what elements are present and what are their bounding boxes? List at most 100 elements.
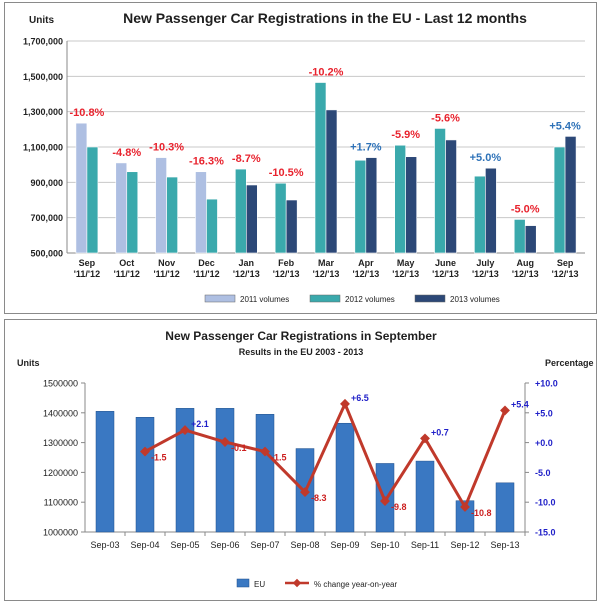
y-tick-label: 1,500,000	[23, 72, 63, 82]
bar-s2013	[445, 139, 457, 254]
legend-swatch-s2011	[204, 294, 236, 303]
x-tick-month: Sep	[557, 258, 574, 268]
pct-change-label: +5.0%	[470, 152, 502, 164]
pct-change-label: -10.3%	[149, 142, 184, 154]
x-tick-label: Sep-04	[130, 540, 159, 550]
eu-bar	[335, 422, 355, 533]
bar-s2012	[235, 168, 247, 254]
y-tick-label: 1400000	[43, 408, 78, 418]
x-tick-label: Sep-08	[290, 540, 319, 550]
x-tick-label: Sep-12	[450, 540, 479, 550]
eu-bar	[215, 408, 235, 533]
eu-bar	[455, 500, 475, 533]
x-tick-label: Sep-09	[330, 540, 359, 550]
eu-bar	[135, 417, 155, 533]
pct-change-data-label: +5.4	[511, 399, 529, 409]
x-tick-label: Sep-10	[370, 540, 399, 550]
x-tick-period: '12/'13	[472, 269, 499, 279]
y-tick-label: 1000000	[43, 528, 78, 538]
pct-change-label: -5.0%	[511, 203, 540, 215]
x-tick-label: Sep-11	[411, 540, 439, 550]
bar-s2012	[434, 128, 446, 254]
bar-s2012	[474, 175, 486, 254]
y-tick-label: 1,100,000	[23, 143, 63, 153]
legend-label: 2012 volumes	[345, 295, 395, 304]
pct-change-label: -8.7%	[232, 153, 261, 165]
x-tick-period: '12/'13	[512, 269, 539, 279]
pct-change-marker	[340, 398, 350, 409]
pct-change-label: -5.9%	[391, 129, 420, 141]
registrations-12-months-chart: New Passenger Car Registrations in the E…	[23, 10, 585, 304]
x-tick-period: '11/'12	[74, 269, 100, 279]
bar-s2012	[314, 82, 327, 254]
x-tick-month: June	[435, 258, 456, 268]
pct-change-label: -10.5%	[269, 167, 304, 179]
pct-change-label: -10.8%	[69, 107, 104, 119]
y2-tick-label: -5.0	[535, 468, 551, 478]
bar-s2011	[195, 171, 207, 254]
bar-s2013	[405, 156, 417, 254]
x-tick-period: '12/'13	[392, 269, 419, 279]
pct-change-data-label: -1.5	[271, 453, 287, 463]
x-tick-month: Sep	[79, 258, 96, 268]
bar-s2012	[274, 182, 287, 254]
chart2-y-axis-label: Units	[17, 358, 40, 368]
bar-s2013	[365, 157, 378, 254]
y-tick-label: 1200000	[43, 468, 78, 478]
pct-change-data-label: -8.3	[311, 493, 327, 503]
x-tick-month: Mar	[318, 258, 335, 268]
x-tick-month: Nov	[158, 258, 175, 268]
pct-change-label: -10.2%	[309, 67, 344, 79]
chart1-y-axis-label: Units	[29, 15, 54, 26]
legend-label: 2011 volumes	[240, 295, 289, 304]
bar-s2013	[485, 167, 497, 254]
x-tick-label: Sep-07	[250, 540, 279, 550]
bar-s2011	[75, 122, 88, 254]
legend-swatch-s2013	[414, 294, 446, 303]
bar-s2011	[115, 162, 128, 254]
x-tick-label: Sep-06	[210, 540, 239, 550]
y-tick-label: 1,700,000	[23, 37, 63, 47]
chart2-y2-axis-label: Percentage	[545, 358, 594, 368]
y2-tick-label: +5.0	[535, 408, 553, 418]
pct-change-data-label: -1.5	[151, 453, 167, 463]
pct-change-label: +1.7%	[350, 142, 382, 154]
y2-tick-label: -15.0	[535, 528, 556, 538]
x-tick-period: '12/'13	[273, 269, 300, 279]
pct-change-data-label: +2.1	[191, 419, 209, 429]
y-tick-label: 1,300,000	[23, 107, 63, 117]
x-tick-label: Sep-03	[90, 540, 119, 550]
y-tick-label: 1300000	[43, 438, 78, 448]
eu-bar	[255, 414, 275, 533]
pct-change-marker	[140, 446, 150, 457]
legend-label: EU	[254, 580, 265, 589]
pct-change-data-label: +0.7	[431, 427, 449, 437]
legend-label: 2013 volumes	[450, 295, 500, 304]
x-tick-month: July	[476, 258, 494, 268]
chart-panel-september: New Passenger Car Registrations in Septe…	[4, 319, 597, 601]
x-tick-month: Oct	[119, 258, 134, 268]
bar-s2013	[246, 184, 258, 254]
bar-s2012	[166, 176, 178, 254]
pct-change-data-label: -0.1	[231, 443, 247, 453]
x-tick-period: '11/'12	[114, 269, 140, 279]
chart-panel-last-12-months: New Passenger Car Registrations in the E…	[4, 2, 597, 314]
bar-s2012	[394, 144, 406, 254]
x-tick-label: Sep-05	[170, 540, 199, 550]
pct-change-line	[144, 402, 507, 509]
y-tick-label: 1100000	[44, 498, 78, 508]
x-tick-month: Feb	[278, 258, 295, 268]
pct-change-marker	[460, 502, 470, 512]
x-tick-period: '12/'13	[352, 269, 379, 279]
chart2-subtitle: Results in the EU 2003 - 2013	[239, 347, 364, 357]
x-tick-month: Apr	[358, 258, 374, 268]
y2-tick-label: +10.0	[535, 379, 558, 389]
legend-swatch-eu	[236, 578, 250, 588]
bar-s2013	[564, 136, 577, 254]
pct-change-marker	[180, 425, 190, 436]
bar-s2013	[325, 109, 338, 254]
pct-change-label: -16.3%	[189, 156, 224, 168]
legend-label: % change year-on-year	[314, 580, 397, 589]
bar-s2012	[126, 171, 139, 254]
pct-change-label: -4.8%	[112, 147, 141, 159]
